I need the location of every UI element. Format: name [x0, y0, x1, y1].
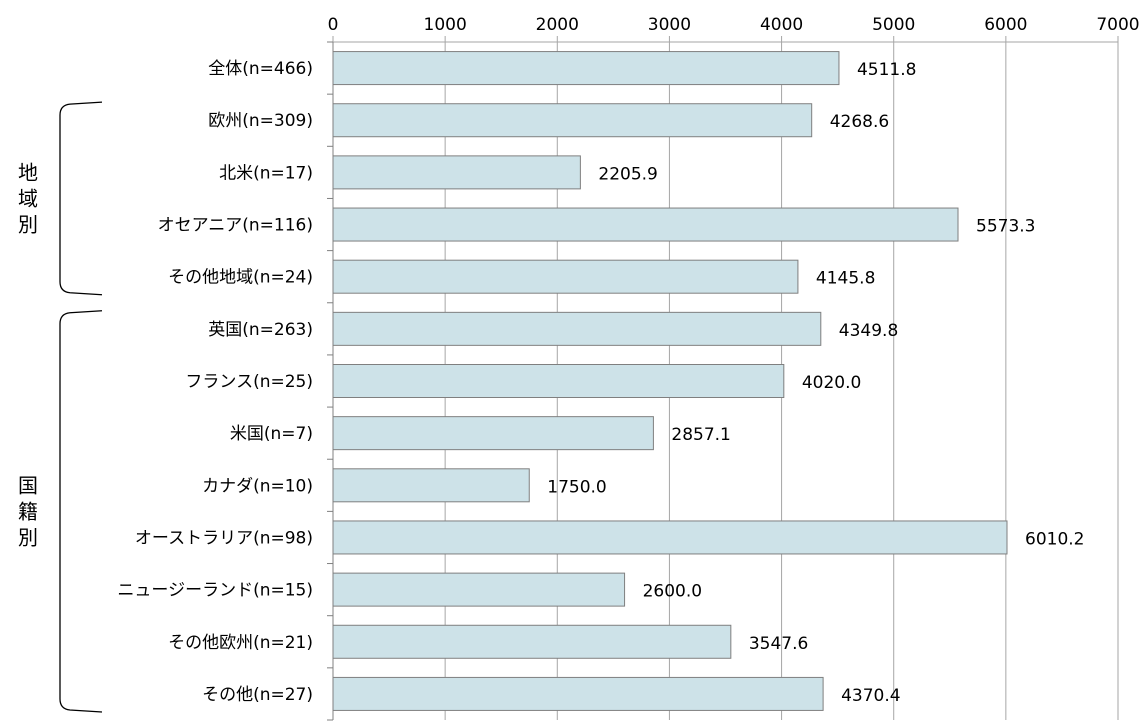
x-tick-label: 1000	[424, 15, 467, 35]
category-label: 欧州(n=309)	[208, 111, 313, 131]
data-label: 4370.4	[841, 686, 900, 706]
value-labels: 4511.8 4268.6 2205.9 5573.3 4145.8 4349.8 4020…	[547, 60, 1084, 706]
x-axis-ticks: 0 1000 2000 3000 4000 5000 6000 7000	[328, 15, 1140, 35]
data-label: 4268.6	[830, 112, 889, 132]
data-label: 3547.6	[749, 634, 808, 654]
bar	[332, 416, 654, 451]
category-label: オセアニア(n=116)	[158, 216, 313, 236]
bar	[332, 520, 1008, 555]
data-label: 4511.8	[857, 60, 916, 80]
bar	[332, 676, 824, 711]
category-label: その他地域(n=24)	[168, 268, 313, 288]
category-label: ニュージーランド(n=15)	[117, 581, 313, 601]
bar	[332, 468, 530, 503]
bar	[332, 259, 799, 294]
data-label: 4145.8	[816, 269, 875, 289]
data-label: 6010.2	[1025, 529, 1084, 549]
category-labels: 全体(n=466) 欧州(n=309) 北米(n=17) オセアニア(n=116) その…	[117, 59, 313, 705]
data-label: 2857.1	[671, 425, 730, 445]
group-label-char: 域	[18, 186, 38, 210]
bars	[332, 51, 1008, 711]
bar	[332, 103, 813, 138]
category-label: フランス(n=25)	[185, 372, 313, 392]
x-tick-label: 2000	[536, 15, 579, 35]
x-tick-label: 4000	[760, 15, 803, 35]
group-label: 地域別	[18, 160, 38, 236]
category-label: 全体(n=466)	[208, 59, 313, 79]
group-label-char: 別	[18, 525, 38, 549]
x-tick-label: 3000	[648, 15, 691, 35]
data-label: 1750.0	[547, 477, 606, 497]
group-bracket	[59, 310, 103, 713]
x-tick-label: 0	[328, 15, 339, 35]
bar	[332, 624, 732, 659]
x-tick-label: 6000	[984, 15, 1027, 35]
category-label: 英国(n=263)	[208, 320, 313, 340]
category-label: 北米(n=17)	[219, 163, 313, 183]
group-label-char: 国	[18, 473, 38, 497]
category-label: カナダ(n=10)	[202, 476, 313, 496]
data-label: 2205.9	[598, 164, 657, 184]
data-label: 2600.0	[643, 582, 702, 602]
bar	[332, 572, 626, 607]
category-label: その他(n=27)	[202, 685, 313, 705]
data-label: 5573.3	[976, 217, 1035, 237]
data-label: 4020.0	[802, 373, 861, 393]
group-label-char: 地	[18, 160, 38, 184]
bar	[332, 207, 959, 242]
bar	[332, 311, 822, 346]
x-tick-label: 7000	[1096, 15, 1139, 35]
category-label: オーストラリア(n=98)	[135, 528, 313, 548]
category-label: その他欧州(n=21)	[168, 633, 313, 653]
x-tick-label: 5000	[872, 15, 915, 35]
group-label: 国籍別	[18, 473, 38, 549]
bar	[332, 364, 785, 398]
group-bracket	[59, 101, 103, 296]
category-label: 米国(n=7)	[230, 424, 313, 444]
group-label-char: 籍	[18, 499, 38, 523]
bar	[332, 155, 581, 190]
data-label: 4349.8	[839, 321, 898, 341]
group-label-char: 別	[18, 212, 38, 236]
bar	[332, 51, 840, 86]
